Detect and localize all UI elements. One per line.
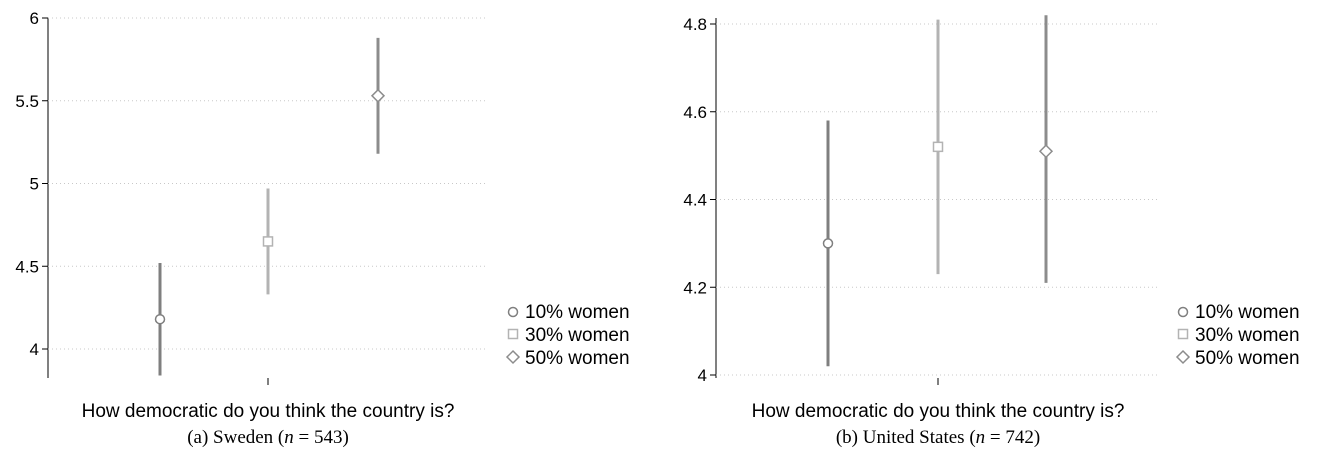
panel-caption: (b) United States (n = 742)	[836, 427, 1040, 448]
legend-label: 50% women	[1195, 348, 1300, 369]
legend-label: 30% women	[525, 325, 630, 346]
point-estimate	[932, 141, 944, 153]
x-axis-label: How democratic do you think the country …	[752, 401, 1125, 422]
legend-diamond-icon	[1175, 349, 1191, 365]
y-tick-label: 6	[30, 9, 39, 28]
legend-label: 30% women	[1195, 325, 1300, 346]
legend-label: 50% women	[525, 348, 630, 369]
point-estimate	[370, 88, 386, 103]
point-estimate	[154, 313, 166, 325]
panel-sweden: 44.555.56 10% women 30% women 50% women …	[15, 9, 629, 448]
legend-label: 10% women	[525, 302, 630, 323]
y-tick-label: 4.8	[683, 15, 707, 34]
y-tick-label: 4.6	[683, 103, 707, 122]
legend-circle-icon	[1177, 306, 1189, 318]
y-tick-label: 4.5	[15, 257, 39, 276]
y-tick-label: 4	[30, 340, 39, 359]
y-tick-label: 4.2	[683, 278, 707, 297]
panel-caption: (a) Sweden (n = 543)	[187, 427, 349, 448]
legend: 10% women 30% women 50% women	[1175, 302, 1300, 369]
legend-diamond-icon	[505, 349, 521, 365]
y-tick-label: 5	[30, 175, 39, 194]
y-tick-label: 5.5	[15, 92, 39, 111]
point-estimate	[1038, 144, 1054, 159]
x-axis-label: How democratic do you think the country …	[82, 401, 455, 422]
y-tick-label: 4.4	[683, 191, 707, 210]
point-estimate	[262, 236, 274, 247]
y-tick-label: 4	[698, 366, 707, 385]
legend-square-icon	[1177, 328, 1189, 340]
point-estimate	[822, 238, 834, 249]
legend: 10% women 30% women 50% women	[505, 302, 630, 369]
legend-square-icon	[507, 328, 519, 340]
legend-circle-icon	[507, 306, 519, 318]
legend-label: 10% women	[1195, 302, 1300, 323]
panel-united-states: 4 4.2 4.4 4.6 4.8 10% women 30% women 50% wo…	[683, 15, 1299, 448]
